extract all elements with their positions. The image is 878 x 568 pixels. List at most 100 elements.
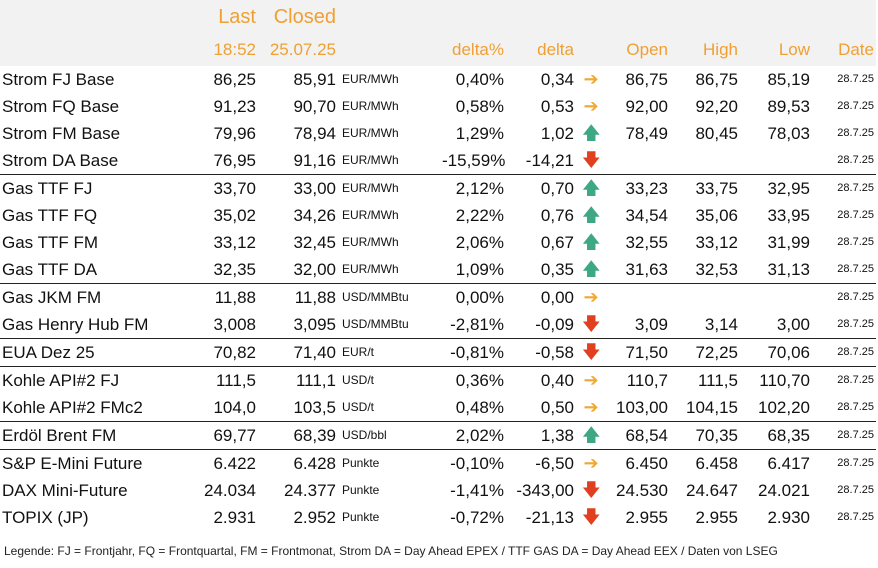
delta-pct: 0,48% xyxy=(440,394,506,422)
high-value: 70,35 xyxy=(670,421,740,450)
delta-pct: -15,59% xyxy=(440,147,506,175)
closed-value: 68,39 xyxy=(258,421,338,450)
arrow-right-icon: ➔ xyxy=(583,370,599,390)
delta-value: 0,70 xyxy=(540,179,574,198)
table-row: Gas Henry Hub FM 3,008 3,095 USD/MMBtu -… xyxy=(0,311,876,339)
table-row: Strom FQ Base 91,23 90,70 EUR/MWh 0,58% … xyxy=(0,93,876,120)
table-row: Gas TTF DA 32,35 32,00 EUR/MWh 1,09% 0,3… xyxy=(0,256,876,284)
arrow-down-icon: 🡇 xyxy=(582,150,601,170)
table-row: Kohle API#2 FMc2 104,0 103,5 USD/t 0,48%… xyxy=(0,394,876,422)
delta-value: -343,00 xyxy=(516,481,574,500)
arrow-right-icon: ➔ xyxy=(583,287,599,307)
delta-pct: -0,81% xyxy=(440,338,506,367)
delta-value: 0,76 xyxy=(540,206,574,225)
open-value xyxy=(606,147,670,175)
last-value: 3,008 xyxy=(178,311,258,339)
delta-value: -21,13 xyxy=(525,508,574,527)
unit: Punkte xyxy=(342,456,380,470)
delta-pct: 0,40% xyxy=(455,70,504,89)
unit: Punkte xyxy=(342,510,380,524)
table-row: Gas JKM FM 11,88 11,88 USD/MMBtu 0,00% 0… xyxy=(0,284,876,312)
delta-pct: -2,81% xyxy=(440,311,506,339)
high-value: 86,75 xyxy=(695,70,738,89)
unit: Punkte xyxy=(342,483,380,497)
date-value: 28.7.25 xyxy=(812,338,876,367)
instrument-name: Gas JKM FM xyxy=(2,288,102,307)
unit: EUR/MWh xyxy=(342,72,399,86)
closed-value: 85,91 xyxy=(293,70,336,89)
delta-pct: 0,58% xyxy=(455,97,504,116)
last-value: 35,02 xyxy=(213,206,256,225)
last-value: 86,25 xyxy=(213,70,256,89)
price-table: Last Closed 18:52 25.07.25 delta% delta … xyxy=(0,0,876,527)
table-row: Strom FM Base 79,96 78,94 EUR/MWh 1,29% … xyxy=(0,120,876,147)
delta-pct: -0,10% xyxy=(450,454,504,473)
date-value: 28.7.25 xyxy=(837,374,874,386)
table-row: Erdöl Brent FM 69,77 68,39 USD/bbl 2,02%… xyxy=(0,421,876,450)
delta-pct: -1,41% xyxy=(450,481,504,500)
delta-pct: 2,12% xyxy=(455,179,504,198)
instrument-name: Strom FJ Base xyxy=(2,70,115,89)
high-value xyxy=(670,284,740,312)
low-value: 70,06 xyxy=(740,338,812,367)
last-value: 6.422 xyxy=(213,454,256,473)
arrow-right-icon: ➔ xyxy=(583,453,599,473)
closed-value: 11,88 xyxy=(294,288,336,307)
last-value: 70,82 xyxy=(178,338,258,367)
header-delta-pct: delta% xyxy=(440,34,506,66)
closed-value: 103,5 xyxy=(258,394,338,422)
instrument-name: Kohle API#2 FJ xyxy=(2,371,120,390)
open-value: 103,00 xyxy=(606,394,670,422)
low-value: 78,03 xyxy=(767,124,810,143)
date-value: 28.7.25 xyxy=(837,511,874,523)
open-value: 24.530 xyxy=(616,481,668,500)
delta-pct: 1,09% xyxy=(440,256,506,284)
low-value xyxy=(740,284,812,312)
date-value: 28.7.25 xyxy=(837,182,874,194)
unit: EUR/t xyxy=(338,338,440,367)
low-value: 6.417 xyxy=(767,454,810,473)
table-row: S&P E-Mini Future 6.422 6.428 Punkte -0,… xyxy=(0,450,876,478)
delta-pct: 1,29% xyxy=(455,124,504,143)
delta-value: 0,53 xyxy=(540,97,574,116)
low-value: 3,00 xyxy=(740,311,812,339)
high-value: 104,15 xyxy=(670,394,740,422)
last-value: 111,5 xyxy=(215,371,256,390)
delta-value: 0,67 xyxy=(540,233,574,252)
table-row: Gas TTF FQ 35,02 34,26 EUR/MWh 2,22% 0,7… xyxy=(0,202,876,229)
high-value xyxy=(670,147,740,175)
high-value: 33,12 xyxy=(695,233,738,252)
low-value: 31,13 xyxy=(740,256,812,284)
unit: EUR/MWh xyxy=(338,256,440,284)
date-value: 28.7.25 xyxy=(812,147,876,175)
closed-value: 111,1 xyxy=(295,371,336,390)
low-value: 110,70 xyxy=(759,371,810,390)
header-low: Low xyxy=(740,34,812,66)
date-value: 28.7.25 xyxy=(837,484,874,496)
open-value: 6.450 xyxy=(625,454,668,473)
unit: USD/MMBtu xyxy=(338,311,440,339)
open-value: 68,54 xyxy=(606,421,670,450)
date-value: 28.7.25 xyxy=(837,100,874,112)
unit: EUR/MWh xyxy=(342,235,399,249)
closed-value: 78,94 xyxy=(293,124,336,143)
date-value: 28.7.25 xyxy=(837,236,874,248)
delta-value: 0,40 xyxy=(540,371,574,390)
header-high: High xyxy=(670,34,740,66)
date-value: 28.7.25 xyxy=(812,394,876,422)
unit: EUR/MWh xyxy=(342,99,399,113)
arrow-up-icon: 🡅 xyxy=(582,425,601,445)
table-row: Gas TTF FJ 33,70 33,00 EUR/MWh 2,12% 0,7… xyxy=(0,175,876,203)
low-value: 68,35 xyxy=(740,421,812,450)
instrument-name: Gas TTF FM xyxy=(2,233,99,252)
unit: USD/MMBtu xyxy=(342,290,409,304)
header-last: Last xyxy=(178,0,258,34)
open-value: 34,54 xyxy=(625,206,668,225)
last-value: 79,96 xyxy=(213,124,256,143)
last-value: 76,95 xyxy=(178,147,258,175)
open-value: 110,7 xyxy=(626,371,668,390)
header-last-time: 18:52 xyxy=(178,34,258,66)
delta-pct: 2,06% xyxy=(455,233,504,252)
high-value: 32,53 xyxy=(670,256,740,284)
delta-pct: 0,36% xyxy=(455,371,504,390)
